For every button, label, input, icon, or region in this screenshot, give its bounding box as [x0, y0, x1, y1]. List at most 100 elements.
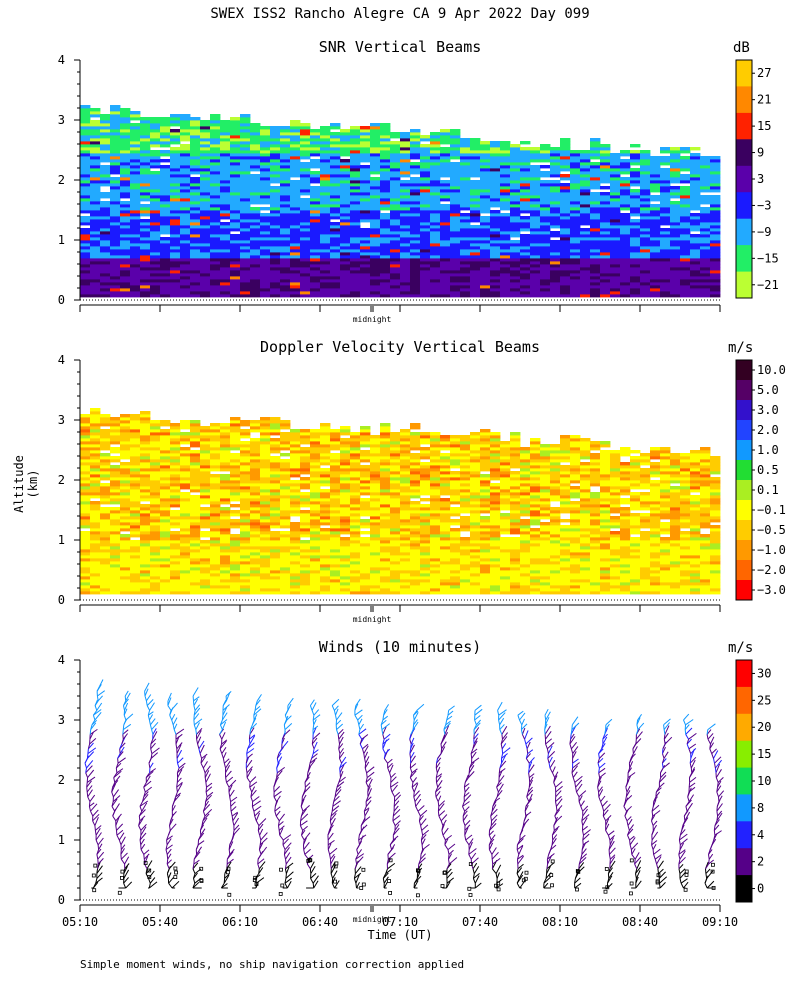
heat-cell [460, 285, 471, 289]
heat-cell [170, 564, 181, 568]
heat-cell [140, 411, 151, 415]
heat-cell [450, 180, 461, 184]
heat-cell [340, 138, 351, 142]
heat-cell [180, 456, 191, 460]
heat-cell [680, 234, 691, 238]
heat-cell [330, 294, 341, 298]
heat-cell [170, 279, 181, 283]
heat-cell [550, 294, 561, 298]
heat-cell [310, 567, 321, 571]
heat-cell [310, 447, 321, 451]
heat-cell [710, 252, 721, 256]
heat-cell [560, 213, 571, 217]
heat-cell [570, 168, 581, 172]
heat-cell [370, 159, 381, 163]
heat-cell [330, 540, 341, 544]
heat-cell [540, 150, 551, 154]
heat-cell [450, 276, 461, 280]
heat-cell [350, 129, 361, 133]
heat-cell [120, 264, 131, 268]
heat-cell [220, 132, 231, 136]
heat-cell [300, 171, 311, 175]
heat-cell [530, 282, 541, 286]
heat-cell [260, 570, 271, 574]
heat-cell [160, 552, 171, 556]
heat-cell [260, 135, 271, 139]
heat-cell [110, 210, 121, 214]
heat-cell [230, 549, 241, 553]
heat-cell [290, 474, 301, 478]
heat-cell [290, 237, 301, 241]
heat-cell [410, 240, 421, 244]
heat-cell [200, 120, 211, 124]
heat-cell [260, 516, 271, 520]
heat-cell [100, 246, 111, 250]
heat-cell [460, 222, 471, 226]
heat-cell [690, 252, 701, 256]
heat-cell [160, 240, 171, 244]
heat-cell [310, 192, 321, 196]
heat-cell [410, 135, 421, 139]
heat-cell [180, 465, 191, 469]
heat-cell [440, 192, 451, 196]
heat-cell [220, 447, 231, 451]
heat-cell [630, 276, 641, 280]
heat-cell [210, 519, 221, 523]
heat-cell [470, 141, 481, 145]
heat-cell [80, 435, 91, 439]
heat-cell [260, 159, 271, 163]
heat-cell [490, 237, 501, 241]
heat-cell [480, 294, 491, 298]
heat-cell [100, 576, 111, 580]
heat-cell [270, 240, 281, 244]
heat-cell [530, 201, 541, 205]
heat-cell [110, 459, 121, 463]
heat-cell [110, 156, 121, 160]
heat-cell [220, 525, 231, 529]
heat-cell [140, 546, 151, 550]
heat-cell [210, 450, 221, 454]
heat-cell [200, 558, 211, 562]
heat-cell [370, 285, 381, 289]
heat-cell [130, 534, 141, 538]
heat-cell [230, 267, 241, 271]
heat-cell [250, 564, 261, 568]
heat-cell [510, 192, 521, 196]
heat-cell [290, 282, 301, 286]
heat-cell [240, 261, 251, 265]
heat-cell [560, 222, 571, 226]
heat-cell [140, 525, 151, 529]
heat-cell [120, 537, 131, 541]
heat-cell [230, 570, 241, 574]
heat-cell [540, 291, 551, 295]
heat-cell [320, 522, 331, 526]
heat-cell [120, 135, 131, 139]
heat-cell [260, 447, 271, 451]
heat-cell [280, 216, 291, 220]
heat-cell [440, 129, 451, 133]
heat-cell [560, 138, 571, 142]
heat-cell [130, 420, 141, 424]
heat-cell [630, 162, 641, 166]
heat-cell [150, 249, 161, 253]
heat-cell [270, 153, 281, 157]
heat-cell [210, 192, 221, 196]
heat-cell [570, 231, 581, 235]
heat-cell [140, 570, 151, 574]
heat-cell [80, 576, 91, 580]
heat-cell [440, 222, 451, 226]
heat-cell [430, 207, 441, 211]
heat-cell [310, 285, 321, 289]
heat-cell [380, 207, 391, 211]
heat-cell [330, 483, 341, 487]
heat-cell [660, 282, 671, 286]
heat-cell [590, 165, 601, 169]
heat-cell [80, 282, 91, 286]
heat-cell [340, 168, 351, 172]
heat-cell [540, 267, 551, 271]
heat-cell [570, 273, 581, 277]
heat-cell [170, 456, 181, 460]
heat-cell [160, 459, 171, 463]
heat-cell [300, 132, 311, 136]
heat-cell [200, 459, 211, 463]
